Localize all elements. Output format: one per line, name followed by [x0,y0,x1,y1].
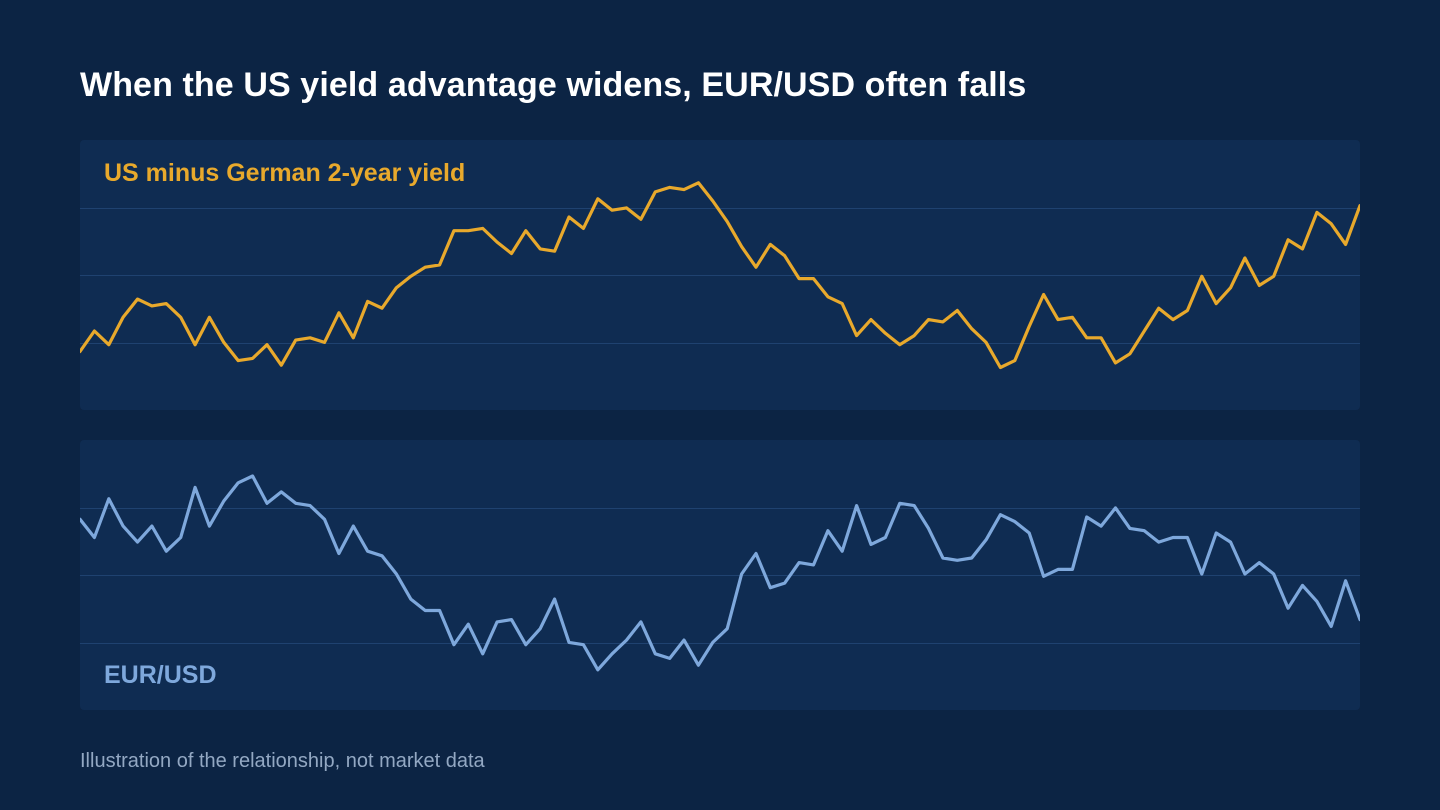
spread-series-label: US minus German 2-year yield [104,159,466,187]
eurusd-series-label: EUR/USD [104,661,217,689]
eurusd-panel: EUR/USD [80,440,1360,710]
eurusd-chart [80,474,1360,672]
spread-panel: US minus German 2-year yield [80,140,1360,410]
footnote: Illustration of the relationship, not ma… [80,750,485,772]
eurusd-series-line [80,474,1360,672]
spread-series-line [80,181,1360,370]
spread-chart [80,181,1360,370]
chart-title: When the US yield advantage widens, EUR/… [80,66,1027,104]
